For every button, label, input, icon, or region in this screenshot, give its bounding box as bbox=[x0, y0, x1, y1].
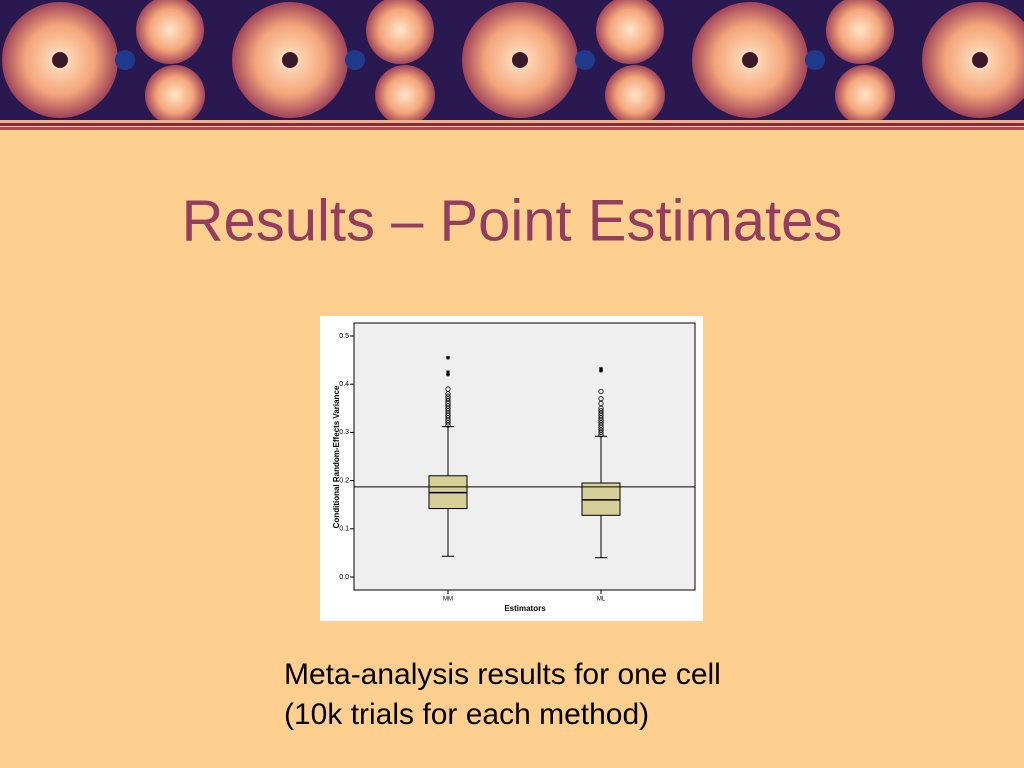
outlier bbox=[598, 388, 604, 395]
extreme bbox=[599, 366, 603, 371]
outlier bbox=[598, 422, 604, 428]
outlier bbox=[445, 420, 451, 426]
outlier bbox=[598, 427, 604, 433]
plot-area bbox=[353, 322, 696, 591]
caption-line: (10k trials for each method) bbox=[284, 698, 649, 731]
outlier bbox=[445, 393, 451, 399]
y-tick-label: 0.4 bbox=[339, 381, 349, 388]
extreme bbox=[446, 370, 450, 375]
outlier bbox=[445, 410, 451, 416]
outlier bbox=[445, 415, 451, 421]
outlier bbox=[598, 400, 604, 407]
outlier bbox=[445, 391, 451, 397]
outlier bbox=[598, 412, 604, 419]
y-tick-label: 0.2 bbox=[339, 477, 349, 484]
slide-title: Results – Point Estimates bbox=[182, 188, 843, 253]
outlier bbox=[598, 415, 604, 421]
outlier bbox=[445, 417, 451, 423]
banner bbox=[0, 0, 1024, 120]
outlier bbox=[598, 432, 604, 438]
x-axis-label: Estimators bbox=[504, 604, 546, 613]
outlier bbox=[445, 398, 451, 404]
outlier bbox=[445, 422, 451, 428]
y-tick-label: 0.3 bbox=[339, 429, 349, 436]
banner-rule bbox=[0, 127, 1024, 130]
outlier bbox=[445, 408, 451, 414]
outlier bbox=[598, 405, 604, 411]
outlier bbox=[598, 417, 604, 423]
outlier bbox=[598, 429, 604, 436]
extreme bbox=[446, 372, 450, 377]
caption-line: Meta-analysis results for one cell bbox=[284, 658, 721, 691]
outlier bbox=[445, 405, 451, 411]
outlier bbox=[445, 396, 451, 402]
outlier bbox=[598, 420, 604, 426]
y-tick-label: 0.5 bbox=[339, 333, 349, 340]
x-tick-label: MM bbox=[443, 597, 453, 603]
banner-rule bbox=[0, 123, 1024, 126]
outlier bbox=[598, 396, 604, 402]
x-tick-label: ML bbox=[597, 597, 606, 603]
extreme bbox=[446, 355, 450, 360]
outlier bbox=[598, 410, 604, 416]
outlier bbox=[445, 386, 451, 392]
y-tick-label: 0.1 bbox=[339, 526, 349, 533]
outlier bbox=[598, 424, 604, 431]
y-axis-label: Conditional Random-Effects Variance bbox=[332, 385, 341, 528]
outlier bbox=[445, 400, 451, 407]
outlier bbox=[598, 408, 604, 414]
banner-rule bbox=[0, 120, 1024, 123]
outlier bbox=[445, 403, 451, 409]
outlier bbox=[445, 412, 451, 419]
y-tick-label: 0.0 bbox=[339, 574, 349, 581]
